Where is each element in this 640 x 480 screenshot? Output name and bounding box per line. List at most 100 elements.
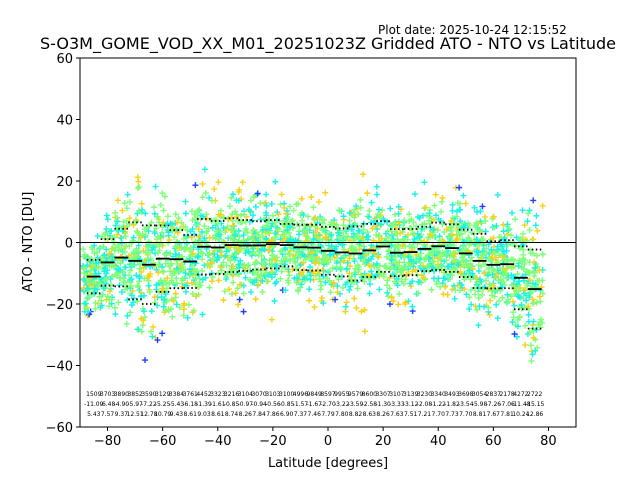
data-point [184, 233, 191, 240]
data-point [199, 194, 206, 201]
data-point [473, 275, 480, 282]
data-point [311, 259, 318, 266]
data-point [448, 224, 455, 231]
data-point [235, 301, 242, 308]
data-point [275, 211, 282, 218]
data-point [447, 227, 454, 234]
data-point [509, 319, 516, 326]
data-point [376, 232, 383, 239]
data-point [192, 269, 199, 276]
data-point [481, 270, 488, 277]
data-point [86, 281, 93, 288]
data-point [433, 281, 440, 288]
data-point [319, 227, 326, 234]
data-point [366, 290, 373, 297]
data-point [360, 226, 367, 233]
count-label: 4272 [513, 391, 528, 398]
data-point [292, 259, 299, 266]
data-point [265, 222, 272, 229]
mean-label: -11.48 [511, 401, 531, 408]
count-label: 3698 [458, 391, 473, 398]
count-label: 2178 [499, 391, 514, 398]
data-point [343, 265, 350, 272]
data-point [388, 242, 395, 249]
data-point [335, 273, 342, 280]
data-point [172, 211, 179, 218]
data-point [272, 230, 279, 237]
x-tick-label: −80 [94, 434, 121, 449]
data-point [417, 233, 424, 240]
y-tick-label: 20 [56, 175, 73, 190]
data-point [466, 306, 473, 313]
data-point [471, 204, 478, 211]
data-point [136, 183, 143, 190]
data-point [438, 253, 445, 260]
count-label: 3104 [238, 391, 253, 398]
data-point [227, 234, 234, 241]
data-point [382, 230, 389, 237]
data-point [352, 246, 359, 253]
data-point [171, 234, 178, 241]
data-point [298, 195, 305, 202]
data-point [254, 190, 261, 197]
data-point [363, 234, 370, 241]
data-point [192, 275, 199, 282]
data-point [392, 254, 399, 261]
data-point [268, 316, 275, 323]
data-point [390, 298, 397, 305]
count-label: 8600 [362, 391, 377, 398]
data-point [145, 228, 152, 235]
std-label: 7.46 [308, 411, 322, 418]
data-point [317, 278, 324, 285]
data-point [361, 306, 368, 313]
data-point [303, 227, 310, 234]
data-point [266, 257, 273, 264]
data-point [525, 210, 532, 217]
plot-date: Plot date: 2025-10-24 12:15:52 [378, 23, 567, 37]
chart-title: S-O3M_GOME_VOD_XX_M01_20251023Z Gridded … [39, 34, 616, 53]
x-tick-label: −40 [204, 434, 231, 449]
data-point [521, 290, 528, 297]
data-point [283, 210, 290, 217]
data-point [485, 304, 492, 311]
data-point [220, 224, 227, 231]
data-point [186, 266, 193, 273]
data-point [414, 240, 421, 247]
data-point [242, 227, 249, 234]
std-label: 10.24 [512, 411, 529, 418]
mean-label: -11.09 [84, 401, 104, 408]
count-label: 3070 [251, 391, 266, 398]
data-point [453, 213, 460, 220]
data-point [355, 211, 362, 218]
data-point [104, 293, 111, 300]
data-point [468, 301, 475, 308]
count-label: 3890 [114, 391, 129, 398]
data-point [492, 254, 499, 261]
data-point [80, 246, 87, 253]
data-point [479, 248, 486, 255]
data-point [395, 262, 402, 269]
data-point [112, 209, 119, 216]
data-point [483, 245, 490, 252]
data-point [164, 275, 171, 282]
data-point [178, 261, 185, 268]
data-point [153, 281, 160, 288]
mean-label: -1.67 [306, 401, 322, 408]
data-point [539, 202, 546, 209]
data-point [449, 271, 456, 278]
mean-label: -0.94 [251, 401, 267, 408]
data-point [120, 269, 127, 276]
data-point [532, 222, 539, 229]
data-point [411, 191, 418, 198]
data-point [320, 267, 327, 274]
data-point [431, 233, 438, 240]
data-point [108, 281, 115, 288]
data-point [112, 311, 119, 318]
data-point [343, 299, 350, 306]
data-point [374, 253, 381, 260]
data-point [230, 279, 237, 286]
data-point [146, 288, 153, 295]
data-point [225, 216, 232, 223]
data-point [354, 232, 361, 239]
data-point [452, 287, 459, 294]
